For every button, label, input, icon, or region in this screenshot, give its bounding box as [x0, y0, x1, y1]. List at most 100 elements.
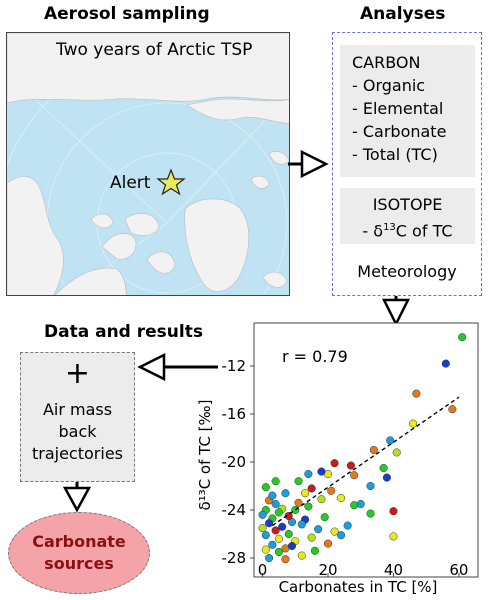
scatter-point — [458, 333, 467, 342]
scatter-point — [304, 469, 313, 479]
scatter-point — [441, 359, 450, 368]
scatter-point — [366, 509, 375, 518]
scatter-point — [330, 527, 339, 536]
scatter-point — [297, 551, 306, 560]
arrow-down-small-icon — [62, 482, 92, 513]
scatter-point — [366, 481, 375, 491]
scatter-point — [274, 547, 283, 557]
y-tick-label: -16 — [222, 405, 247, 423]
scatter-point — [258, 510, 267, 519]
scatter-point — [274, 534, 283, 543]
analyses-heading: Analyses — [360, 4, 446, 24]
scatter-point — [448, 405, 457, 414]
scatter-point — [350, 501, 359, 510]
scatter-point — [278, 522, 287, 531]
scatter-point — [271, 499, 280, 509]
scatter-point — [265, 553, 274, 563]
scatter-point — [317, 495, 326, 504]
scatter-point — [386, 436, 395, 445]
carbonate-sources-line-2: sources — [44, 554, 114, 573]
scatter-point — [297, 520, 306, 529]
scatter-chart: -28 -24 -20 -16 -12 0 20 40 60 r = 0.79 δ¹³C of… — [196, 322, 479, 596]
scatter-point — [268, 491, 277, 500]
scatter-point — [294, 498, 303, 507]
arctic-map-graphic — [7, 33, 289, 295]
carbonate-sources-line-1: Carbonate — [32, 532, 126, 551]
scatter-point — [337, 531, 346, 540]
x-axis-label: Carbonates in TC [%] — [279, 578, 438, 596]
scatter-point — [307, 484, 316, 493]
scatter-point — [382, 473, 391, 482]
scatter-point — [337, 493, 346, 503]
y-tick-label: -20 — [222, 453, 247, 471]
scatter-point — [356, 499, 365, 509]
isotope-title: ISOTOPE — [372, 195, 443, 214]
carbonate-sources-ellipse: Carbonate sources — [8, 512, 150, 594]
scatter-point — [271, 526, 280, 535]
correlation-annotation: r = 0.79 — [282, 347, 348, 366]
scatter-point — [320, 513, 329, 522]
y-tick-label: -28 — [222, 549, 247, 567]
scatter-point — [261, 545, 270, 554]
isotope-superscript: 13 — [383, 222, 396, 233]
isotope-box: ISOTOPE - δ13C of TC — [340, 188, 475, 244]
scatter-point — [389, 532, 398, 541]
scatter-point — [287, 541, 297, 551]
carbon-title: CARBON — [352, 53, 421, 72]
trend-line — [271, 396, 460, 527]
scatter-point — [314, 525, 323, 534]
isotope-suffix: C of TC — [395, 221, 453, 241]
trajectories-line-2: back — [58, 422, 97, 441]
scatter-point — [271, 477, 280, 486]
trajectories-line-3: trajectories — [31, 444, 123, 463]
y-axis-label: δ¹³C of TC [‰] — [196, 399, 214, 510]
station-label: Alert — [110, 173, 151, 193]
carbon-item-organic: - Organic — [352, 76, 426, 95]
x-tick-label: 40 — [384, 561, 403, 579]
arrow-left-icon — [137, 352, 218, 382]
x-tick-label: 20 — [318, 561, 337, 579]
aerosol-sampling-heading: Aerosol sampling — [44, 4, 210, 24]
trajectories-line-1: Air mass — [42, 400, 113, 419]
scatter-point — [265, 519, 274, 528]
carbon-item-total: - Total (TC) — [352, 145, 438, 164]
scatter-point — [392, 448, 401, 457]
arrow-right-icon — [288, 149, 329, 179]
scatter-point — [409, 419, 418, 428]
map-title: Two years of Arctic TSP — [56, 40, 253, 60]
carbon-item-carbonate: - Carbonate — [352, 122, 447, 141]
scatter-point — [268, 540, 277, 549]
alert-star-icon — [156, 168, 186, 196]
scatter-point — [412, 389, 421, 398]
scatter-point — [379, 463, 388, 473]
scatter-point — [301, 489, 310, 498]
scatter-point — [304, 502, 313, 511]
arrow-down-icon — [381, 296, 411, 327]
carbon-box: CARBON - Organic - Elemental - Carbonate… — [340, 45, 475, 177]
isotope-prefix: - δ — [362, 221, 384, 241]
scatter-point — [343, 521, 352, 530]
scatter-point — [323, 539, 333, 548]
scatter-point — [389, 507, 398, 516]
scatter-point — [350, 471, 359, 480]
arctic-map — [6, 32, 290, 296]
scatter-point — [310, 546, 319, 555]
scatter-point — [261, 531, 270, 540]
x-tick-label: 60 — [449, 561, 468, 579]
scatter-point — [346, 461, 355, 470]
y-tick-label: -24 — [222, 501, 247, 519]
scatter-point — [284, 529, 293, 539]
isotope-item: - δ13C of TC — [340, 216, 475, 242]
scatter-point — [327, 486, 336, 495]
scatter-point — [307, 533, 316, 542]
scatter-point — [294, 477, 303, 486]
analyses-box — [332, 32, 482, 296]
scatter-point — [281, 555, 290, 564]
data-results-heading: Data and results — [44, 322, 203, 342]
scatter-point — [369, 445, 378, 455]
scatter-point — [330, 459, 339, 468]
scatter-point — [317, 467, 326, 476]
scatter-point — [274, 508, 283, 517]
plus-icon: + — [64, 356, 91, 391]
